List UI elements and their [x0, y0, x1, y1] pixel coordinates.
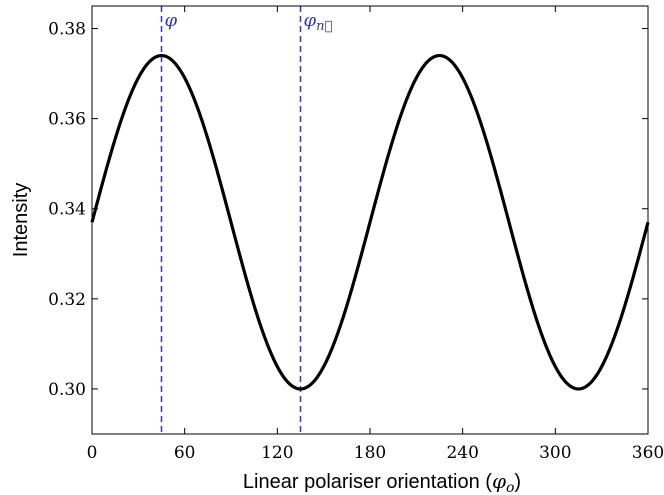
x-tick-label-3: 180 — [354, 443, 386, 463]
x-tick-label-5: 300 — [539, 443, 571, 463]
annotation-subscript-1: n⃗ — [316, 19, 332, 34]
annotation-label-0: φ — [165, 10, 178, 31]
x-axis-title-close: ) — [514, 471, 521, 493]
y-tick-label-4: 0.38 — [48, 20, 86, 40]
x-axis-title: Linear polariser orientation (φo) — [243, 469, 521, 495]
series-line-0 — [90, 53, 650, 391]
x-tick-label-1: 60 — [174, 443, 196, 463]
x-axis-title-symbol: φ — [492, 469, 506, 493]
y-tick-label-0: 0.30 — [48, 380, 86, 400]
x-tick-label-2: 120 — [261, 443, 293, 463]
y-axis-title: Intensity — [10, 183, 32, 257]
x-axis-title-text: Linear polariser orientation ( — [243, 471, 492, 493]
y-tick-label-1: 0.32 — [48, 290, 86, 310]
y-tick-label-3: 0.36 — [48, 110, 86, 130]
x-tick-label-0: 0 — [87, 443, 98, 463]
y-tick-label-2: 0.34 — [48, 200, 86, 220]
x-tick-label-6: 360 — [632, 443, 664, 463]
annotation-symbol-0: φ — [165, 10, 178, 31]
x-axis-title-subscript: o — [506, 480, 514, 495]
annotation-label-1: φn⃗ — [304, 10, 333, 34]
annotation-symbol-1: φ — [304, 10, 317, 31]
x-tick-label-4: 240 — [446, 443, 478, 463]
